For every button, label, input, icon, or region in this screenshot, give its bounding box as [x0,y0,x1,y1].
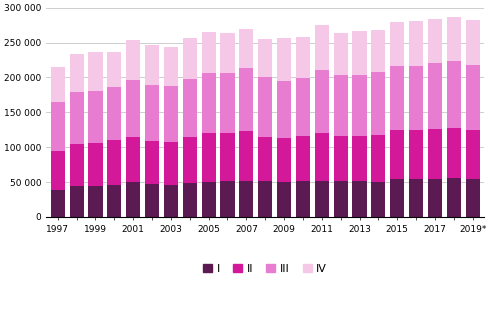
Bar [164,86,178,142]
Bar [239,181,253,217]
Bar [145,184,159,217]
Bar [107,87,122,140]
Bar [390,22,404,66]
Bar [145,44,159,85]
Bar [390,179,404,217]
Bar [107,52,122,87]
Bar [202,182,215,217]
Bar [258,77,272,137]
Bar [277,38,291,81]
Bar [428,179,442,217]
Bar [51,190,65,217]
Bar [352,136,367,181]
Bar [89,186,102,217]
Bar [409,66,423,131]
Bar [164,47,178,86]
Bar [126,79,140,137]
Bar [371,72,385,135]
Bar [447,178,461,217]
Bar [220,34,235,73]
Bar [315,70,329,132]
Bar [107,185,122,217]
Bar [371,135,385,182]
Bar [69,186,84,217]
Bar [277,182,291,217]
Bar [51,67,65,102]
Bar [164,142,178,185]
Bar [277,138,291,182]
Bar [409,21,423,66]
Bar [126,182,140,217]
Bar [239,68,253,131]
Bar [352,31,367,75]
Bar [145,141,159,184]
Bar [315,132,329,181]
Bar [220,132,235,181]
Bar [239,131,253,181]
Bar [258,137,272,181]
Bar [409,131,423,179]
Bar [296,78,310,136]
Bar [352,181,367,217]
Bar [371,182,385,217]
Bar [89,91,102,143]
Bar [69,92,84,144]
Bar [202,73,215,133]
Bar [126,137,140,182]
Bar [334,75,348,136]
Bar [409,179,423,217]
Bar [315,25,329,70]
Bar [220,73,235,132]
Bar [447,61,461,128]
Bar [202,133,215,182]
Bar [89,52,102,91]
Bar [220,181,235,217]
Bar [296,181,310,217]
Bar [277,81,291,138]
Bar [334,34,348,75]
Bar [296,37,310,78]
Bar [465,20,480,65]
Bar [465,179,480,217]
Bar [51,151,65,190]
Bar [107,140,122,185]
Bar [465,65,480,130]
Bar [258,181,272,217]
Bar [447,17,461,61]
Bar [183,79,197,137]
Bar [428,129,442,179]
Bar [202,32,215,73]
Bar [334,181,348,217]
Bar [390,130,404,179]
Bar [447,128,461,178]
Bar [315,181,329,217]
Bar [183,137,197,183]
Bar [183,38,197,79]
Bar [428,63,442,129]
Bar [428,19,442,63]
Bar [69,54,84,92]
Bar [258,39,272,77]
Bar [239,28,253,68]
Bar [371,30,385,72]
Bar [51,102,65,151]
Bar [183,183,197,217]
Bar [89,143,102,186]
Bar [334,136,348,181]
Bar [126,40,140,79]
Bar [145,85,159,141]
Bar [465,130,480,179]
Legend: I, II, III, IV: I, II, III, IV [199,259,332,278]
Bar [296,136,310,181]
Bar [164,185,178,217]
Bar [69,144,84,186]
Bar [352,75,367,136]
Bar [390,66,404,130]
